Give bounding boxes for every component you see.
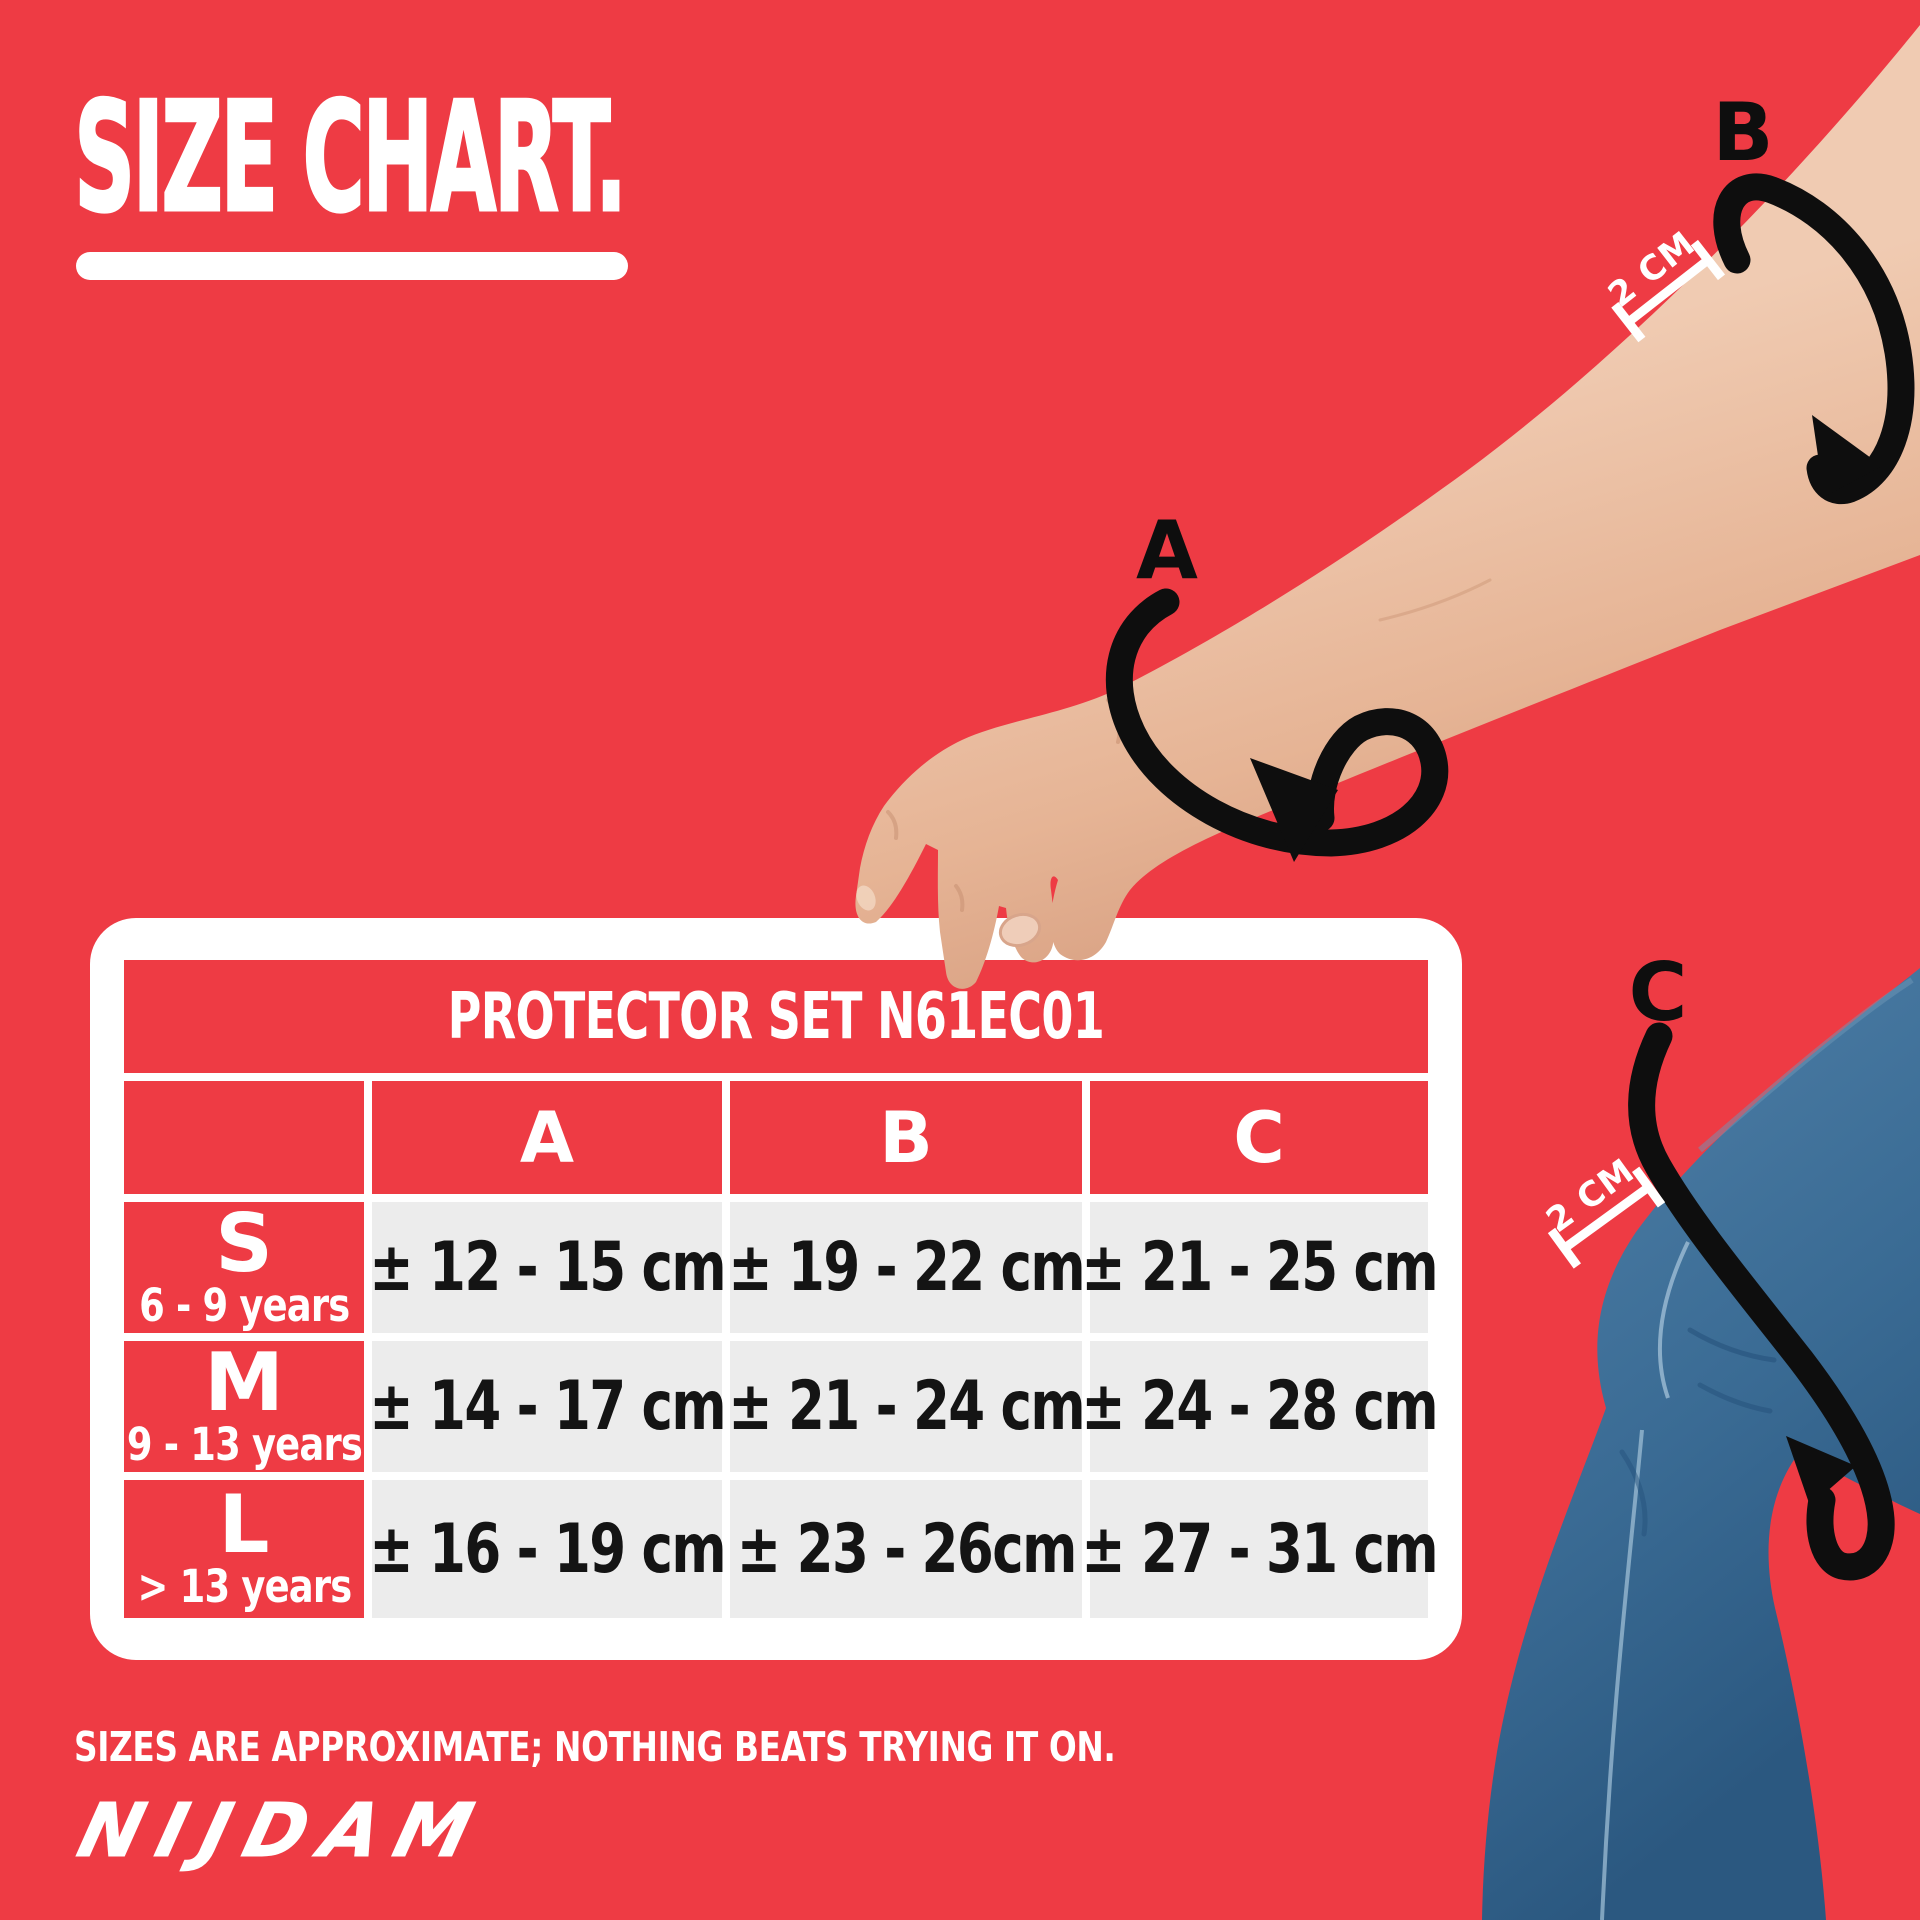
footnote: SIZES ARE APPROXIMATE; NOTHING BEATS TRY… <box>74 1723 1116 1771</box>
value-m-a: ± 14 - 17 cm <box>369 1341 727 1472</box>
column-header-c: C <box>1090 1081 1428 1194</box>
row-header-m: M 9 - 13 years <box>124 1341 364 1472</box>
value-s-a: ± 12 - 15 cm <box>369 1202 727 1333</box>
label-a: A <box>1136 504 1198 597</box>
arrow-b <box>1713 173 1915 504</box>
value-s-c: ± 21 - 25 cm <box>1081 1202 1439 1333</box>
value-l-b: ± 23 - 26cm <box>730 1480 1082 1618</box>
value-s-b: ± 19 - 22 cm <box>728 1202 1086 1333</box>
value-l-c: ± 27 - 31 cm <box>1081 1480 1439 1618</box>
size-chart-table: PROTECTOR SET N61EC01 A B C S 6 - 9 year… <box>90 918 1462 1660</box>
annotation-c: C 2 CM <box>1539 946 1895 1581</box>
row-header-l: L > 13 years <box>124 1480 364 1618</box>
measure-c-label: 2 CM <box>1539 1151 1642 1241</box>
value-m-c: ± 24 - 28 cm <box>1081 1341 1439 1472</box>
column-header-a: A <box>372 1081 722 1194</box>
leg-photo <box>1482 968 1920 1920</box>
column-header-b: B <box>730 1081 1082 1194</box>
value-l-a: ± 16 - 19 cm <box>369 1480 727 1618</box>
jeans-seam <box>1600 1429 1644 1920</box>
value-m-b: ± 21 - 24 cm <box>728 1341 1086 1472</box>
table-corner-cell <box>124 1081 364 1194</box>
label-c: C <box>1629 946 1688 1039</box>
arm-photo <box>855 25 1920 989</box>
annotation-a: A <box>1105 504 1449 862</box>
measure-b: 2 CM <box>1601 223 1726 343</box>
arrowhead-b <box>1812 415 1882 497</box>
measure-b-label: 2 CM <box>1601 223 1703 315</box>
annotation-b: B 2 CM <box>1601 86 1915 504</box>
fingernail <box>856 885 876 911</box>
arrowhead-a <box>1250 758 1338 862</box>
label-b: B <box>1713 86 1774 179</box>
measure-c: 2 CM <box>1539 1151 1666 1269</box>
row-header-s: S 6 - 9 years <box>124 1202 364 1333</box>
table-title-cell: PROTECTOR SET N61EC01 <box>124 960 1428 1073</box>
title-underline <box>76 252 628 280</box>
jeans-seam <box>1657 1241 1690 1399</box>
brand-logo: NIJDAM <box>70 1788 498 1875</box>
arrow-c <box>1628 1022 1895 1581</box>
arrow-a <box>1105 588 1449 857</box>
page-title: SIZE CHART. <box>73 69 628 246</box>
arrowhead-c <box>1786 1436 1856 1506</box>
